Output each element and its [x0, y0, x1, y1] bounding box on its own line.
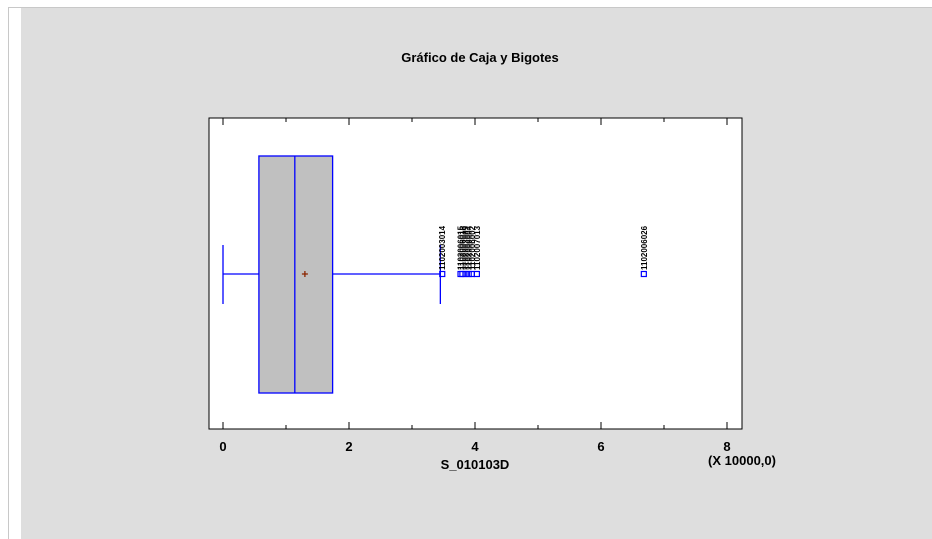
x-axis-ticks — [222, 118, 728, 429]
outlier-label: 1102006026 — [640, 225, 649, 270]
x-tick-label: 6 — [597, 439, 604, 454]
outliers: 1102003014 110200601511020060181102003009… — [438, 225, 649, 278]
outlier-marker — [640, 270, 647, 278]
x-axis-label: S_010103D — [441, 457, 510, 472]
chart-title: Gráfico de Caja y Bigotes — [401, 50, 559, 65]
outlier-label: 1102006018 — [458, 225, 467, 270]
outlier-label: 1102003014 — [438, 225, 447, 270]
x-axis-scale-note: (X 10000,0) — [708, 453, 776, 468]
outlier-marker — [459, 270, 466, 278]
x-tick-label: 4 — [471, 439, 479, 454]
outlier-label: 1102006002 — [468, 225, 477, 270]
x-tick-label: 8 — [723, 439, 730, 454]
window-frame — [8, 7, 932, 539]
outlier-label: 1102003009 — [462, 225, 471, 270]
x-tick-label: 0 — [219, 439, 226, 454]
outlier-marker — [473, 270, 480, 278]
outlier-label: 1102006015 — [457, 225, 466, 270]
box-and-whiskers — [222, 155, 442, 394]
outlier-marker — [439, 270, 446, 278]
outlier-marker — [462, 270, 469, 278]
outlier-label: 1102007013 — [473, 225, 482, 270]
box-iqr — [258, 155, 334, 394]
outlier-marker — [465, 270, 472, 278]
outlier-label: 1102006004 — [465, 225, 474, 270]
x-axis-tick-labels: 0 2 4 6 8 — [219, 439, 730, 454]
x-tick-label: 2 — [345, 439, 352, 454]
